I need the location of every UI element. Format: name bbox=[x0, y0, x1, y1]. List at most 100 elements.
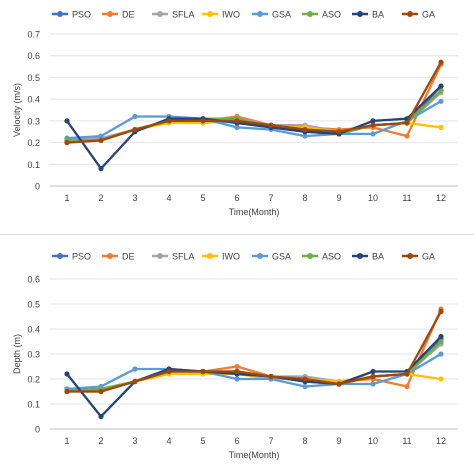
legend-item-sfla[interactable]: SFLA bbox=[152, 252, 195, 262]
data-point bbox=[438, 351, 444, 357]
series-line-ba bbox=[66, 85, 442, 170]
data-point bbox=[132, 126, 138, 133]
x-tick-label: 9 bbox=[336, 436, 341, 446]
data-point bbox=[234, 376, 240, 382]
legend-swatch-marker bbox=[257, 253, 263, 259]
y-tick-label: 0.2 bbox=[27, 138, 40, 148]
y-tick-label: 0.7 bbox=[27, 30, 40, 40]
chart-0-y-axis-title: Velocity (m/s) bbox=[12, 83, 22, 137]
legend-swatch-marker bbox=[407, 11, 413, 17]
legend-label: BA bbox=[372, 252, 384, 262]
legend-swatch-marker bbox=[357, 11, 363, 17]
legend-item-aso[interactable]: ASO bbox=[302, 252, 341, 262]
velocity-chart: PSO DE SFLA IWO GSA ASO BA GA 0 0.1 0.2 0.3 0.4 0.5 0.… bbox=[12, 10, 458, 217]
data-point bbox=[98, 137, 104, 143]
chart-1-gridlines bbox=[50, 278, 458, 430]
legend-swatch-marker bbox=[307, 11, 313, 17]
chart-1-x-axis-title: Time(Month) bbox=[229, 450, 280, 460]
y-tick-label: 0.4 bbox=[27, 325, 40, 335]
y-tick-label: 0 bbox=[35, 182, 40, 192]
data-point bbox=[370, 118, 376, 124]
legend-label: GA bbox=[422, 10, 435, 20]
legend-label: GSA bbox=[272, 252, 291, 262]
legend-item-pso[interactable]: PSO bbox=[52, 10, 91, 20]
data-point bbox=[336, 129, 342, 135]
legend-swatch-marker bbox=[407, 253, 413, 259]
chart-1-x-axis: 1 2 3 4 5 6 7 8 9 10 11 12 bbox=[64, 436, 446, 446]
data-point bbox=[370, 131, 376, 137]
legend-item-ba[interactable]: BA bbox=[352, 10, 384, 20]
chart-0-y-axis: 0 0.1 0.2 0.3 0.4 0.5 0.6 0.7 bbox=[27, 30, 40, 192]
y-tick-label: 0.6 bbox=[27, 275, 40, 285]
y-tick-label: 0.3 bbox=[27, 116, 40, 126]
legend-label: IWO bbox=[222, 252, 240, 262]
legend-swatch-marker bbox=[57, 11, 63, 17]
data-point bbox=[302, 133, 308, 139]
y-tick-label: 0.4 bbox=[27, 95, 40, 105]
y-tick-label: 0.6 bbox=[27, 51, 40, 61]
chart-1-legend: PSO DE SFLA IWO GSA ASO BA GA bbox=[52, 252, 435, 262]
series-line-ba bbox=[66, 335, 442, 418]
chart-0-x-axis: 1 2 3 4 5 6 7 8 9 10 11 12 bbox=[64, 193, 446, 203]
legend-item-iwo[interactable]: IWO bbox=[202, 10, 240, 20]
data-point bbox=[438, 124, 444, 130]
data-point bbox=[200, 368, 206, 375]
x-tick-label: 10 bbox=[368, 436, 378, 446]
series-line-gsa bbox=[66, 100, 442, 140]
data-point bbox=[132, 113, 138, 120]
legend-item-de[interactable]: DE bbox=[102, 10, 135, 20]
data-point bbox=[64, 388, 70, 395]
x-tick-label: 6 bbox=[234, 193, 239, 203]
legend-item-gsa[interactable]: GSA bbox=[252, 252, 291, 262]
legend-item-sfla[interactable]: SFLA bbox=[152, 10, 195, 20]
legend-label: SFLA bbox=[172, 10, 195, 20]
legend-item-de[interactable]: DE bbox=[102, 252, 135, 262]
data-point bbox=[268, 373, 274, 380]
legend-item-aso[interactable]: ASO bbox=[302, 10, 341, 20]
x-tick-label: 7 bbox=[268, 193, 273, 203]
x-tick-label: 3 bbox=[132, 193, 137, 203]
chart-0-gridlines bbox=[50, 33, 458, 187]
y-tick-label: 0.2 bbox=[27, 375, 40, 385]
data-point bbox=[268, 122, 274, 128]
data-point bbox=[404, 371, 410, 377]
legend-item-ba[interactable]: BA bbox=[352, 252, 384, 262]
legend-item-pso[interactable]: PSO bbox=[52, 252, 91, 262]
data-point bbox=[370, 122, 376, 128]
data-point bbox=[336, 381, 342, 387]
legend-swatch-marker bbox=[357, 253, 363, 259]
legend-label: IWO bbox=[222, 10, 240, 20]
data-point bbox=[166, 368, 172, 375]
legend-label: BA bbox=[372, 10, 384, 20]
data-point bbox=[132, 366, 138, 372]
chart-1-series bbox=[64, 306, 444, 420]
data-point bbox=[98, 133, 104, 139]
legend-label: ASO bbox=[322, 252, 341, 262]
x-tick-label: 5 bbox=[200, 436, 205, 446]
x-tick-label: 7 bbox=[268, 436, 273, 446]
data-point bbox=[98, 166, 104, 172]
y-tick-label: 0 bbox=[35, 425, 40, 435]
legend-item-ga[interactable]: GA bbox=[402, 10, 435, 20]
legend-item-ga[interactable]: GA bbox=[402, 252, 435, 262]
x-tick-label: 1 bbox=[64, 193, 69, 203]
legend-label: GSA bbox=[272, 10, 291, 20]
data-point bbox=[166, 118, 172, 124]
panel-divider bbox=[0, 234, 474, 235]
legend-item-iwo[interactable]: IWO bbox=[202, 252, 240, 262]
chart-0-series bbox=[64, 59, 444, 172]
x-tick-label: 5 bbox=[200, 193, 205, 203]
legend-label: DE bbox=[122, 252, 135, 262]
data-point bbox=[404, 120, 410, 126]
x-tick-label: 4 bbox=[166, 436, 171, 446]
series-ga bbox=[64, 59, 444, 146]
legend-swatch-marker bbox=[207, 253, 213, 259]
legend-label: PSO bbox=[72, 10, 91, 20]
series-line-ga bbox=[67, 310, 443, 393]
legend-label: GA bbox=[422, 252, 435, 262]
legend-label: ASO bbox=[322, 10, 341, 20]
legend-item-gsa[interactable]: GSA bbox=[252, 10, 291, 20]
y-tick-label: 0.1 bbox=[27, 160, 40, 170]
data-point bbox=[370, 368, 376, 375]
